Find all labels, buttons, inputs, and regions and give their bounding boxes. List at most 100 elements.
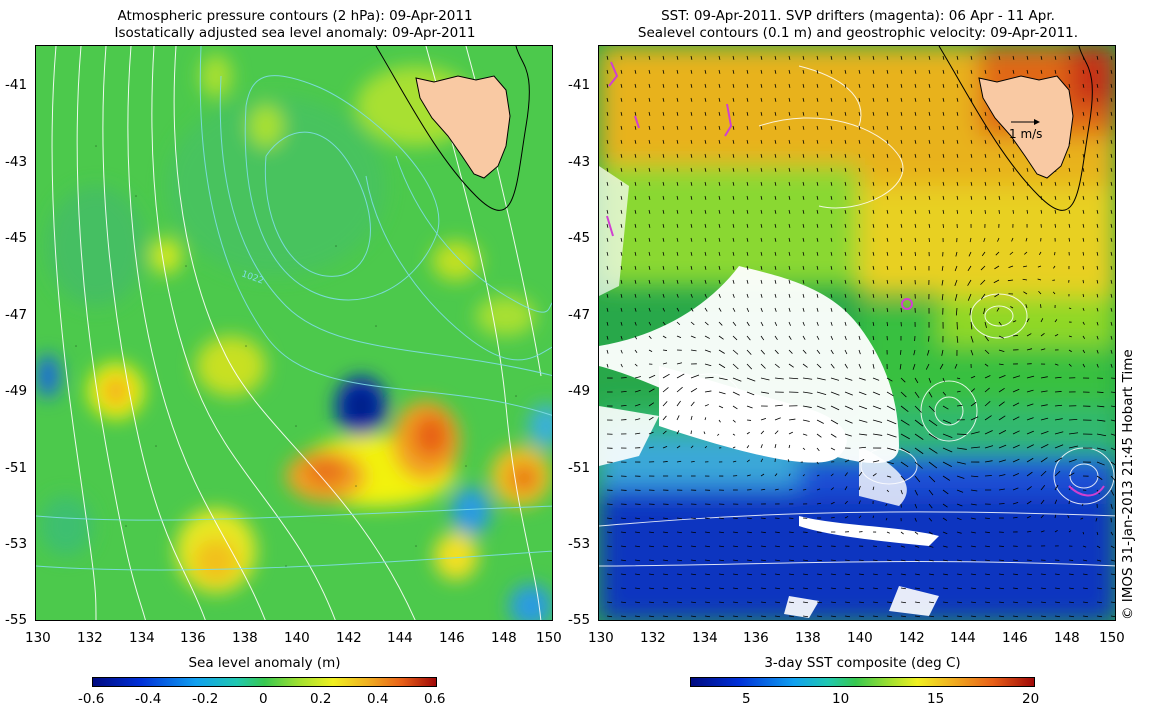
velocity-arrow: [774, 223, 777, 228]
velocity-arrow: [634, 209, 637, 214]
velocity-arrow: [774, 473, 778, 477]
velocity-arrow: [1110, 237, 1113, 242]
velocity-arrow: [662, 195, 665, 200]
velocity-arrow: [788, 531, 794, 534]
velocity-arrow: [718, 419, 721, 423]
velocity-arrow: [1082, 363, 1086, 368]
velocity-arrow: [662, 430, 667, 435]
sst-colorbar-title: 3-day SST composite (deg C): [764, 655, 961, 671]
velocity-scale-label: 1 m/s: [1009, 127, 1042, 141]
velocity-arrow: [732, 545, 739, 548]
velocity-arrow: [858, 321, 861, 326]
velocity-arrow: [1054, 573, 1060, 576]
velocity-arrow: [746, 279, 749, 284]
left-x-tick: 142: [336, 630, 362, 646]
velocity-arrow: [872, 69, 875, 74]
velocity-arrow: [928, 433, 938, 440]
left-y-tick: -45: [5, 230, 28, 246]
velocity-arrow: [1012, 139, 1015, 144]
velocity-arrow: [788, 181, 791, 186]
velocity-arrow: [1010, 306, 1014, 309]
velocity-arrow: [1082, 223, 1085, 228]
velocity-arrow: [1026, 500, 1032, 505]
velocity-arrow: [858, 97, 861, 102]
velocity-arrow: [774, 363, 780, 369]
velocity-arrow: [718, 587, 725, 590]
velocity-arrow: [676, 373, 685, 379]
velocity-arrow: [928, 601, 935, 604]
velocity-arrow: [732, 209, 735, 214]
velocity-arrow: [900, 489, 903, 495]
left-x-tick: 146: [439, 630, 465, 646]
velocity-arrow: [1068, 587, 1074, 590]
velocity-arrow: [858, 293, 861, 298]
velocity-arrow: [1068, 167, 1071, 172]
velocity-arrow: [984, 400, 991, 407]
velocity-arrow: [760, 349, 766, 355]
velocity-arrow: [830, 516, 835, 519]
velocity-arrow: [886, 265, 889, 270]
velocity-arrow: [872, 349, 875, 355]
velocity-arrow: [1068, 349, 1072, 353]
velocity-arrow: [995, 251, 1000, 256]
velocity-arrow: [1012, 458, 1020, 463]
velocity-arrow: [718, 279, 721, 284]
velocity-arrow: [1082, 349, 1086, 354]
right-x-tick: 132: [640, 630, 666, 646]
velocity-arrow: [690, 181, 693, 186]
velocity-arrow: [774, 488, 779, 491]
velocity-arrow: [620, 321, 623, 326]
velocity-arrow: [844, 335, 847, 340]
left-title-line2: Isostatically adjusted sea level anomaly…: [114, 25, 476, 41]
velocity-arrow: [788, 153, 791, 158]
velocity-arrow: [872, 587, 878, 590]
velocity-arrow: [928, 419, 938, 427]
velocity-arrow: [914, 461, 923, 469]
velocity-arrow: [648, 55, 651, 60]
velocity-arrow: [984, 559, 991, 562]
velocity-arrow: [774, 111, 777, 116]
velocity-arrow: [732, 363, 739, 370]
velocity-arrow: [954, 293, 958, 301]
velocity-arrow: [858, 601, 865, 604]
velocity-arrow: [760, 601, 767, 604]
velocity-arrow: [900, 139, 903, 144]
velocity-arrow: [676, 279, 679, 284]
velocity-arrow: [1082, 111, 1085, 116]
velocity-arrow: [760, 377, 770, 381]
velocity-arrow: [1012, 167, 1015, 172]
velocity-arrow: [620, 377, 627, 379]
velocity-arrow: [1052, 291, 1056, 295]
velocity-arrow: [858, 265, 861, 270]
velocity-arrow: [956, 404, 963, 407]
velocity-arrow: [886, 279, 889, 284]
left-y-tick: -49: [5, 383, 28, 399]
velocity-arrow: [816, 559, 822, 562]
velocity-arrow: [970, 167, 973, 172]
velocity-arrow: [858, 446, 866, 449]
velocity-arrow: [802, 615, 809, 618]
velocity-arrow: [1082, 97, 1085, 102]
velocity-arrow: [732, 307, 736, 312]
velocity-arrow: [816, 293, 819, 298]
velocity-arrow: [648, 265, 651, 270]
velocity-arrow: [690, 321, 695, 326]
velocity-arrow: [830, 419, 839, 425]
velocity-arrow: [746, 97, 749, 102]
velocity-arrow: [858, 433, 868, 436]
velocity-arrow: [606, 111, 609, 116]
velocity-arrow: [760, 55, 763, 60]
velocity-arrow: [774, 587, 781, 590]
velocity-arrow: [648, 111, 651, 116]
velocity-arrow: [942, 475, 951, 481]
velocity-arrow: [620, 83, 623, 88]
velocity-arrow: [816, 279, 819, 284]
velocity-arrow: [816, 615, 823, 618]
velocity-arrow: [774, 321, 778, 326]
left-x-tick: 148: [491, 630, 517, 646]
velocity-arrow: [1012, 334, 1019, 337]
velocity-arrow: [634, 223, 637, 228]
velocity-arrow: [1110, 335, 1113, 340]
velocity-arrow: [1095, 517, 1098, 522]
velocity-arrow: [844, 111, 847, 116]
